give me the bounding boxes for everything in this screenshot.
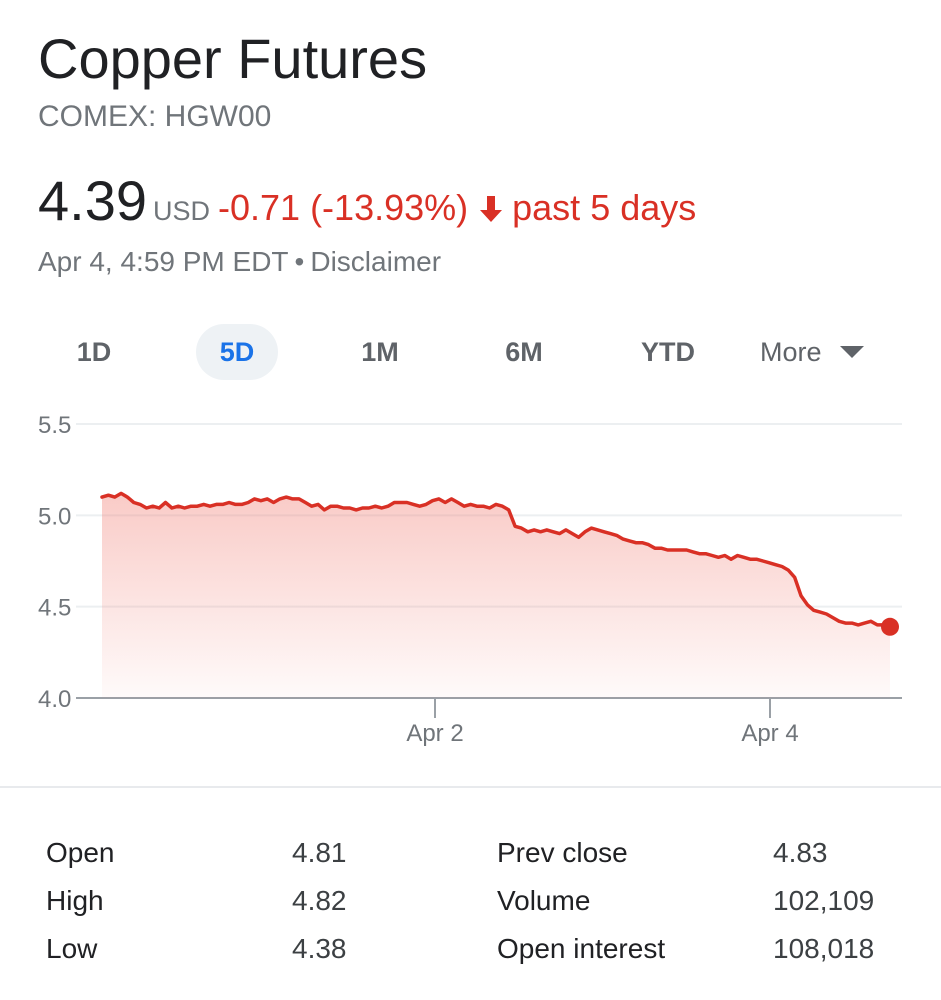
stat-label: Low <box>46 933 98 964</box>
instrument-title: Copper Futures <box>38 27 428 90</box>
stat-label: High <box>46 885 104 916</box>
stat-value: 4.81 <box>292 837 347 868</box>
range-tab-5d[interactable]: 5D <box>196 324 278 380</box>
separator: • <box>294 246 305 277</box>
price-chart[interactable]: 5.5 5.0 4.5 4.0 Apr 2 Apr 4 <box>0 400 941 760</box>
price-area-fill <box>102 493 890 698</box>
caret-down-icon <box>839 345 864 358</box>
price-change: -0.71 (-13.93%) <box>218 187 469 228</box>
stat-value: 108,018 <box>773 933 875 964</box>
x-tick-label: Apr 4 <box>741 720 798 747</box>
price-line <box>100 491 892 629</box>
range-tab-1d[interactable]: 1D <box>76 337 112 367</box>
stat-label: Prev close <box>497 837 628 868</box>
more-label: More <box>760 337 822 367</box>
change-period: past 5 days <box>512 187 697 228</box>
stat-value: 4.82 <box>292 885 347 916</box>
disclaimer-link[interactable]: Disclaimer <box>310 246 442 277</box>
y-tick-label: 5.5 <box>38 412 71 439</box>
stat-row: Open 4.81 Prev close 4.83 <box>0 830 941 876</box>
stat-label: Volume <box>497 885 591 916</box>
more-ranges-button[interactable]: More <box>760 324 864 380</box>
x-tick-label: Apr 2 <box>406 720 463 747</box>
stat-row: Low 4.38 Open interest 108,018 <box>0 926 941 972</box>
quote-timestamp-row: Apr 4, 4:59 PM EDT • Disclaimer <box>38 244 441 280</box>
stat-value: 4.38 <box>292 933 347 964</box>
stat-value: 4.83 <box>773 837 828 868</box>
stat-value: 102,109 <box>773 885 875 916</box>
stat-label: Open interest <box>497 933 666 964</box>
current-price: 4.39 <box>38 169 147 232</box>
stat-row: High 4.82 Volume 102,109 <box>0 878 941 924</box>
arrow-down-icon <box>478 194 504 229</box>
y-tick-label: 5.0 <box>38 503 71 530</box>
y-tick-label: 4.5 <box>38 595 71 622</box>
range-tab-ytd[interactable]: YTD <box>641 337 695 367</box>
range-tab-1m[interactable]: 1M <box>361 337 399 367</box>
ticker-symbol: COMEX: HGW00 <box>38 100 272 133</box>
stat-label: Open <box>46 837 115 868</box>
range-tab-6m[interactable]: 6M <box>505 337 543 367</box>
divider <box>0 786 941 788</box>
price-summary: 4.39 USD -0.71 (-13.93%) past 5 days <box>38 168 696 238</box>
last-price-marker <box>881 617 899 636</box>
quote-timestamp: Apr 4, 4:59 PM EDT <box>38 246 289 277</box>
currency-label: USD <box>153 196 211 226</box>
time-range-selector: 1D 5D 1M 6M YTD More <box>38 320 904 382</box>
y-tick-label: 4.0 <box>38 686 71 713</box>
